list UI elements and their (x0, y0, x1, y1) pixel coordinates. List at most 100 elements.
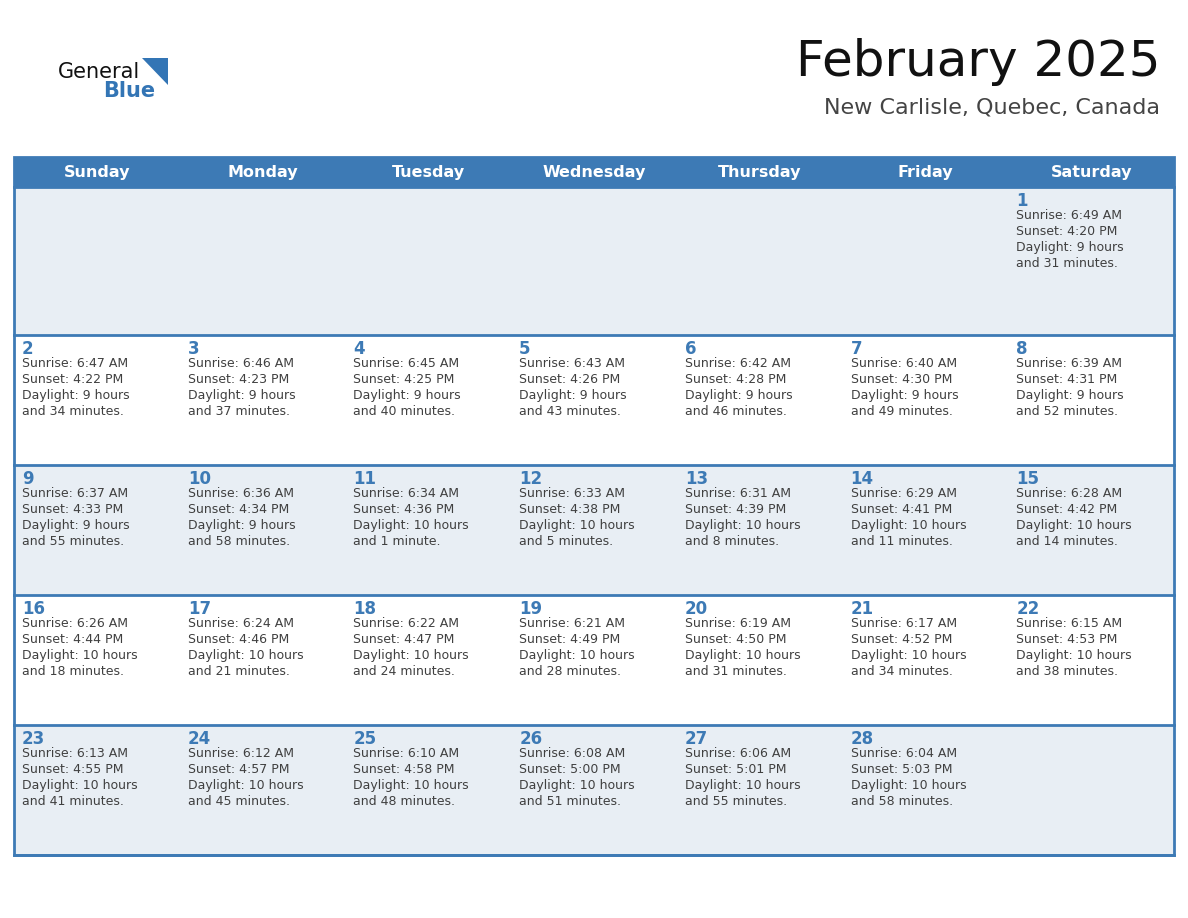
Text: Sunrise: 6:49 AM: Sunrise: 6:49 AM (1016, 209, 1123, 222)
Text: Sunrise: 6:29 AM: Sunrise: 6:29 AM (851, 487, 956, 500)
Text: and 58 minutes.: and 58 minutes. (851, 795, 953, 808)
Text: 3: 3 (188, 340, 200, 358)
Text: and 46 minutes.: and 46 minutes. (684, 405, 786, 418)
Text: Sunset: 4:25 PM: Sunset: 4:25 PM (353, 373, 455, 386)
Text: and 55 minutes.: and 55 minutes. (23, 535, 124, 548)
Text: Monday: Monday (227, 164, 298, 180)
Text: 7: 7 (851, 340, 862, 358)
Text: Sunrise: 6:33 AM: Sunrise: 6:33 AM (519, 487, 625, 500)
Text: Sunrise: 6:19 AM: Sunrise: 6:19 AM (684, 617, 791, 630)
Text: 26: 26 (519, 730, 542, 748)
Text: and 11 minutes.: and 11 minutes. (851, 535, 953, 548)
Text: 1: 1 (1016, 192, 1028, 210)
Text: and 55 minutes.: and 55 minutes. (684, 795, 786, 808)
Text: Daylight: 10 hours: Daylight: 10 hours (851, 649, 966, 662)
Text: and 58 minutes.: and 58 minutes. (188, 535, 290, 548)
Text: Sunset: 4:44 PM: Sunset: 4:44 PM (23, 633, 124, 646)
Text: Sunrise: 6:37 AM: Sunrise: 6:37 AM (23, 487, 128, 500)
Text: Thursday: Thursday (718, 164, 802, 180)
Text: Daylight: 10 hours: Daylight: 10 hours (851, 519, 966, 532)
Text: February 2025: February 2025 (796, 38, 1159, 86)
Bar (14, 157, 1174, 187)
Text: and 37 minutes.: and 37 minutes. (188, 405, 290, 418)
Text: and 21 minutes.: and 21 minutes. (188, 665, 290, 678)
Text: and 40 minutes.: and 40 minutes. (353, 405, 455, 418)
Text: Daylight: 9 hours: Daylight: 9 hours (519, 389, 627, 402)
Text: and 18 minutes.: and 18 minutes. (23, 665, 124, 678)
Text: Sunrise: 6:21 AM: Sunrise: 6:21 AM (519, 617, 625, 630)
Text: and 38 minutes.: and 38 minutes. (1016, 665, 1118, 678)
Text: Daylight: 10 hours: Daylight: 10 hours (519, 519, 634, 532)
Text: and 41 minutes.: and 41 minutes. (23, 795, 124, 808)
Text: Daylight: 9 hours: Daylight: 9 hours (851, 389, 959, 402)
Bar (14, 157, 1174, 855)
Bar (14, 725, 1174, 855)
Text: 15: 15 (1016, 470, 1040, 488)
Text: Sunrise: 6:15 AM: Sunrise: 6:15 AM (1016, 617, 1123, 630)
Text: Sunset: 4:42 PM: Sunset: 4:42 PM (1016, 503, 1118, 516)
Text: Sunrise: 6:45 AM: Sunrise: 6:45 AM (353, 357, 460, 370)
Text: Sunset: 4:36 PM: Sunset: 4:36 PM (353, 503, 455, 516)
Text: Sunset: 4:20 PM: Sunset: 4:20 PM (1016, 225, 1118, 238)
Text: and 48 minutes.: and 48 minutes. (353, 795, 455, 808)
Text: 21: 21 (851, 600, 873, 618)
Text: Daylight: 9 hours: Daylight: 9 hours (188, 519, 296, 532)
Text: Sunset: 4:50 PM: Sunset: 4:50 PM (684, 633, 786, 646)
Text: Sunrise: 6:06 AM: Sunrise: 6:06 AM (684, 747, 791, 760)
Text: Sunset: 4:38 PM: Sunset: 4:38 PM (519, 503, 620, 516)
Text: Daylight: 9 hours: Daylight: 9 hours (684, 389, 792, 402)
Text: Daylight: 10 hours: Daylight: 10 hours (684, 519, 801, 532)
Text: Sunset: 4:52 PM: Sunset: 4:52 PM (851, 633, 952, 646)
Text: Sunset: 4:23 PM: Sunset: 4:23 PM (188, 373, 289, 386)
Text: Daylight: 9 hours: Daylight: 9 hours (23, 519, 129, 532)
Text: 5: 5 (519, 340, 531, 358)
Text: Daylight: 10 hours: Daylight: 10 hours (188, 779, 303, 792)
Text: and 45 minutes.: and 45 minutes. (188, 795, 290, 808)
Text: Sunrise: 6:10 AM: Sunrise: 6:10 AM (353, 747, 460, 760)
Polygon shape (143, 58, 168, 85)
Text: and 31 minutes.: and 31 minutes. (684, 665, 786, 678)
Text: Daylight: 10 hours: Daylight: 10 hours (353, 519, 469, 532)
Text: Daylight: 9 hours: Daylight: 9 hours (23, 389, 129, 402)
Text: 14: 14 (851, 470, 873, 488)
Text: Sunset: 4:22 PM: Sunset: 4:22 PM (23, 373, 124, 386)
Text: and 51 minutes.: and 51 minutes. (519, 795, 621, 808)
Text: Sunset: 4:55 PM: Sunset: 4:55 PM (23, 763, 124, 776)
Text: 24: 24 (188, 730, 211, 748)
Text: 8: 8 (1016, 340, 1028, 358)
Text: 27: 27 (684, 730, 708, 748)
Text: 6: 6 (684, 340, 696, 358)
Text: and 28 minutes.: and 28 minutes. (519, 665, 621, 678)
Text: Sunset: 4:34 PM: Sunset: 4:34 PM (188, 503, 289, 516)
Text: Sunrise: 6:42 AM: Sunrise: 6:42 AM (684, 357, 791, 370)
Text: Daylight: 10 hours: Daylight: 10 hours (188, 649, 303, 662)
Text: Daylight: 9 hours: Daylight: 9 hours (1016, 241, 1124, 254)
Text: Daylight: 10 hours: Daylight: 10 hours (23, 779, 138, 792)
Text: Sunrise: 6:47 AM: Sunrise: 6:47 AM (23, 357, 128, 370)
Text: Daylight: 9 hours: Daylight: 9 hours (1016, 389, 1124, 402)
Text: and 14 minutes.: and 14 minutes. (1016, 535, 1118, 548)
Text: Daylight: 10 hours: Daylight: 10 hours (684, 779, 801, 792)
Text: Sunrise: 6:28 AM: Sunrise: 6:28 AM (1016, 487, 1123, 500)
Text: Sunset: 4:28 PM: Sunset: 4:28 PM (684, 373, 786, 386)
Text: Daylight: 10 hours: Daylight: 10 hours (1016, 649, 1132, 662)
Text: Sunrise: 6:26 AM: Sunrise: 6:26 AM (23, 617, 128, 630)
Text: Sunset: 4:41 PM: Sunset: 4:41 PM (851, 503, 952, 516)
Text: Sunrise: 6:12 AM: Sunrise: 6:12 AM (188, 747, 293, 760)
Text: and 34 minutes.: and 34 minutes. (851, 665, 953, 678)
Text: and 24 minutes.: and 24 minutes. (353, 665, 455, 678)
Text: 16: 16 (23, 600, 45, 618)
Text: Sunset: 4:49 PM: Sunset: 4:49 PM (519, 633, 620, 646)
Text: Sunset: 5:00 PM: Sunset: 5:00 PM (519, 763, 621, 776)
Text: and 52 minutes.: and 52 minutes. (1016, 405, 1118, 418)
Text: 4: 4 (353, 340, 365, 358)
Text: 10: 10 (188, 470, 210, 488)
Bar (14, 595, 1174, 725)
Text: 13: 13 (684, 470, 708, 488)
Text: Friday: Friday (898, 164, 953, 180)
Text: Tuesday: Tuesday (392, 164, 465, 180)
Text: Sunrise: 6:46 AM: Sunrise: 6:46 AM (188, 357, 293, 370)
Text: Daylight: 10 hours: Daylight: 10 hours (519, 649, 634, 662)
Text: Sunday: Sunday (64, 164, 131, 180)
Text: Sunset: 4:30 PM: Sunset: 4:30 PM (851, 373, 952, 386)
